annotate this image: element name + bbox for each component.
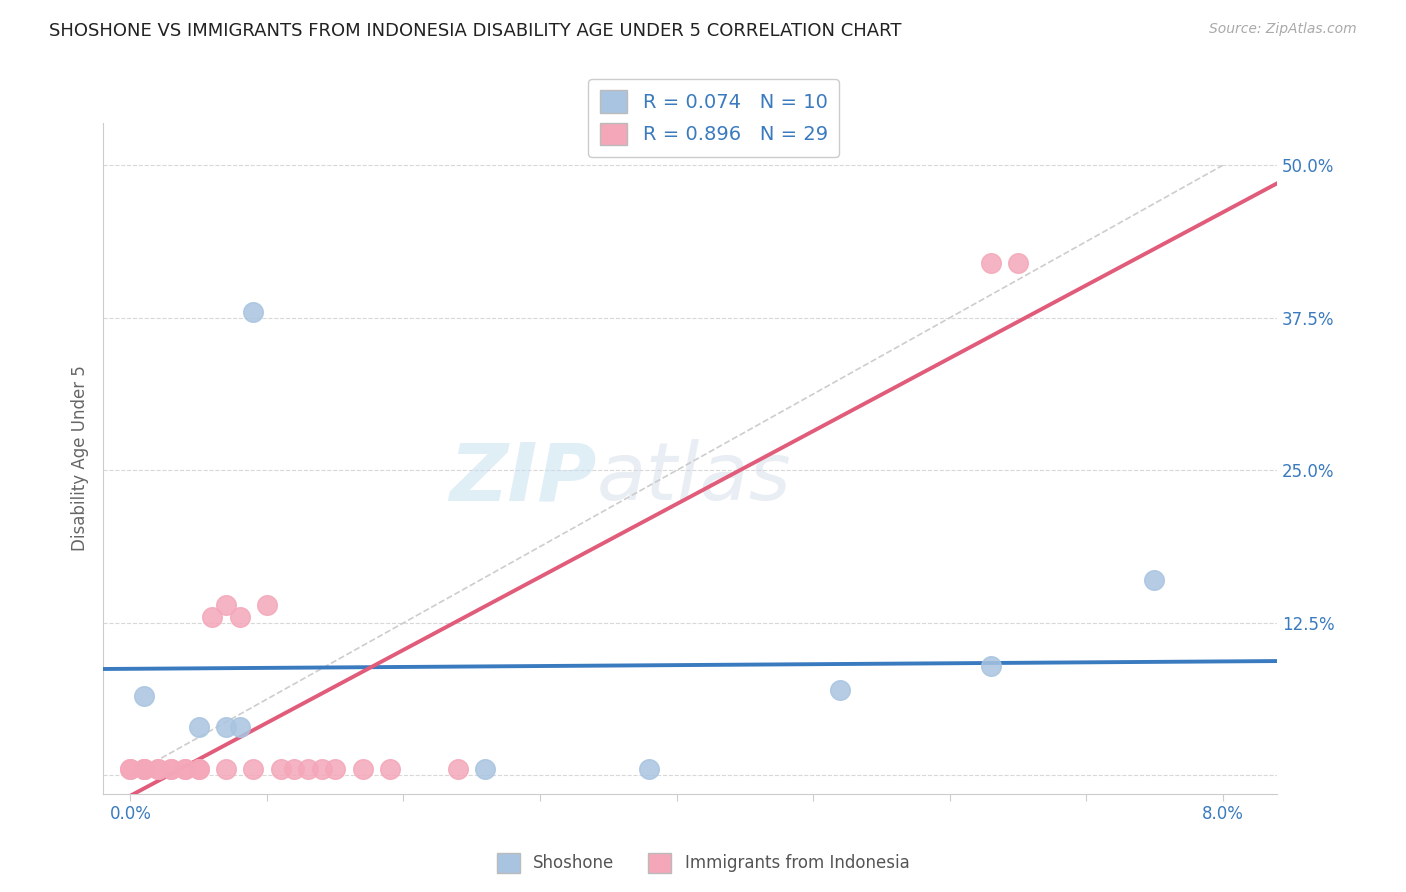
Point bbox=[174, 762, 197, 776]
Point bbox=[1143, 573, 1166, 587]
Point bbox=[980, 256, 1002, 270]
Text: ZIP: ZIP bbox=[449, 439, 596, 517]
Point bbox=[297, 762, 319, 776]
Text: atlas: atlas bbox=[596, 439, 792, 517]
Point bbox=[1007, 256, 1029, 270]
Point bbox=[283, 762, 305, 776]
Point bbox=[242, 305, 264, 319]
Legend: Shoshone, Immigrants from Indonesia: Shoshone, Immigrants from Indonesia bbox=[491, 847, 915, 880]
Point bbox=[132, 762, 155, 776]
Point bbox=[146, 762, 169, 776]
Point bbox=[187, 720, 209, 734]
Point bbox=[132, 762, 155, 776]
Y-axis label: Disability Age Under 5: Disability Age Under 5 bbox=[72, 365, 89, 551]
Point bbox=[215, 598, 238, 612]
Point bbox=[474, 762, 496, 776]
Point bbox=[174, 762, 197, 776]
Point bbox=[132, 689, 155, 703]
Point bbox=[120, 762, 142, 776]
Point bbox=[160, 762, 183, 776]
Legend: R = 0.074   N = 10, R = 0.896   N = 29: R = 0.074 N = 10, R = 0.896 N = 29 bbox=[588, 78, 839, 157]
Point bbox=[378, 762, 401, 776]
Point bbox=[830, 683, 852, 698]
Point bbox=[352, 762, 374, 776]
Point bbox=[323, 762, 346, 776]
Point bbox=[187, 762, 209, 776]
Point bbox=[638, 762, 661, 776]
Point bbox=[242, 762, 264, 776]
Point bbox=[228, 720, 250, 734]
Point bbox=[187, 762, 209, 776]
Point bbox=[120, 762, 142, 776]
Point bbox=[146, 762, 169, 776]
Point bbox=[311, 762, 333, 776]
Point bbox=[228, 609, 250, 624]
Point bbox=[201, 609, 224, 624]
Point bbox=[447, 762, 470, 776]
Point bbox=[980, 658, 1002, 673]
Point bbox=[160, 762, 183, 776]
Text: Source: ZipAtlas.com: Source: ZipAtlas.com bbox=[1209, 22, 1357, 37]
Point bbox=[215, 720, 238, 734]
Point bbox=[132, 762, 155, 776]
Point bbox=[270, 762, 292, 776]
Text: SHOSHONE VS IMMIGRANTS FROM INDONESIA DISABILITY AGE UNDER 5 CORRELATION CHART: SHOSHONE VS IMMIGRANTS FROM INDONESIA DI… bbox=[49, 22, 901, 40]
Point bbox=[215, 762, 238, 776]
Point bbox=[256, 598, 278, 612]
